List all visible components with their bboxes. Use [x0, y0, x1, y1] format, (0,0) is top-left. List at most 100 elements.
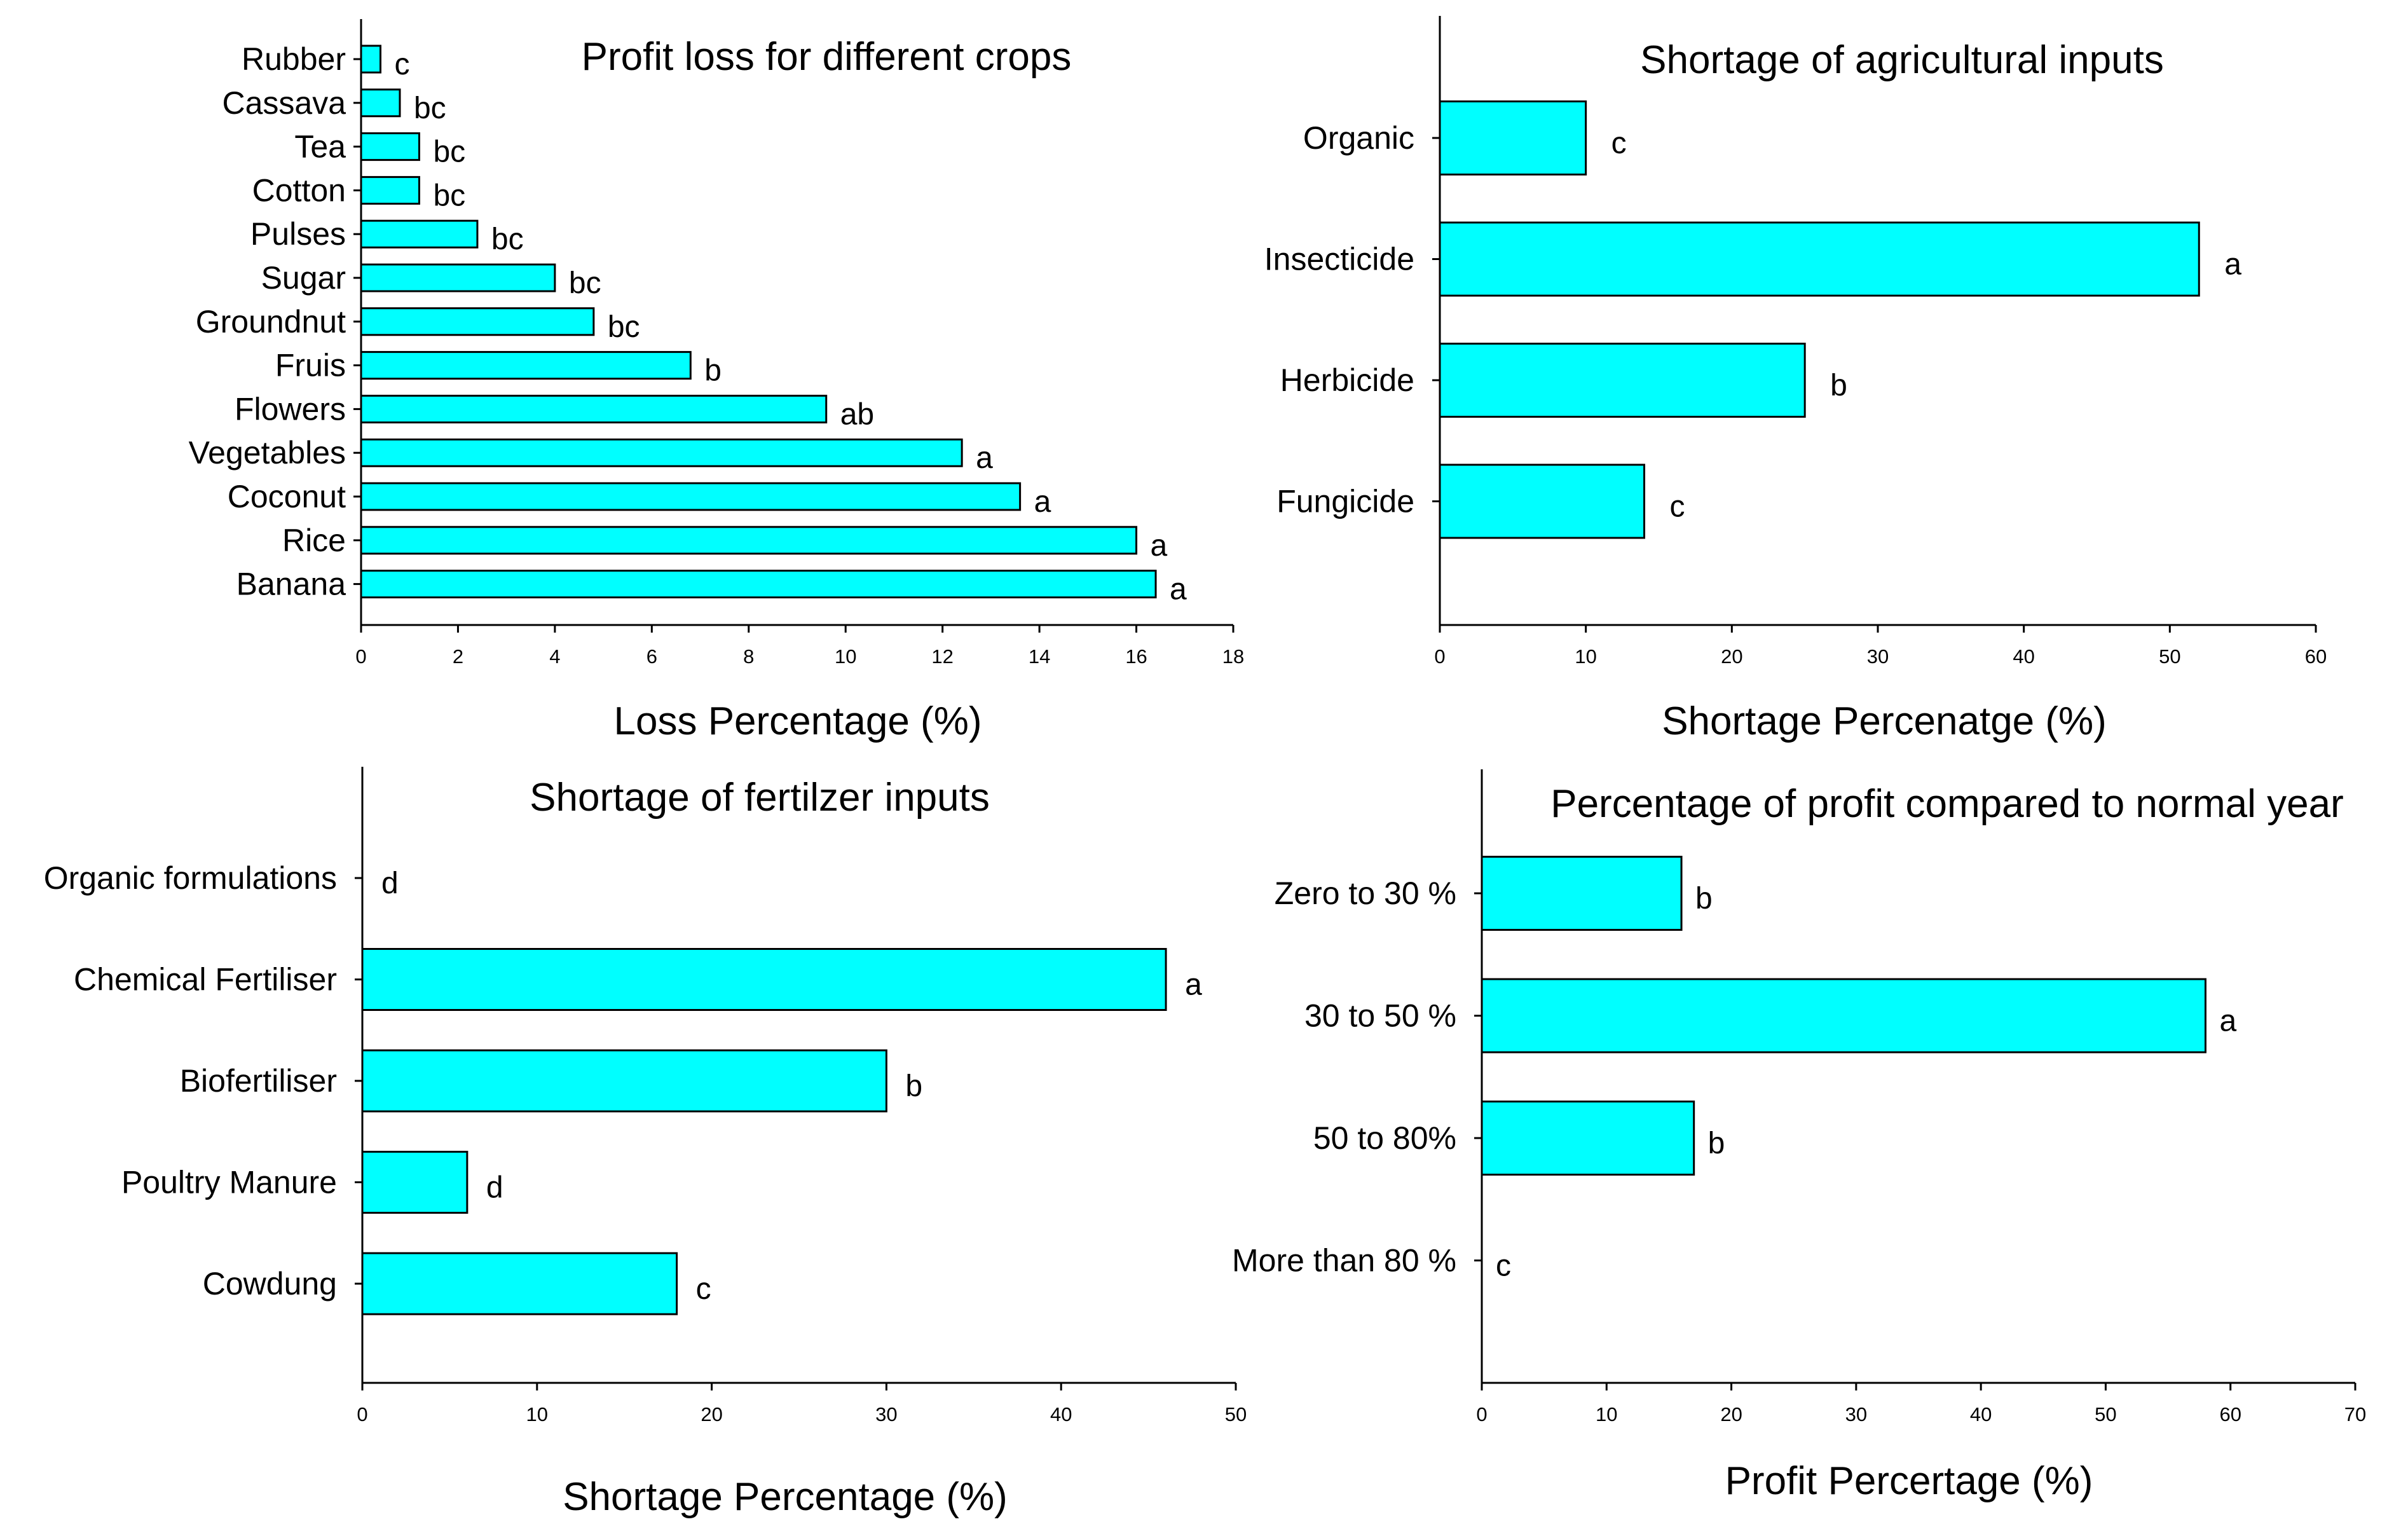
x-tick-label: 50: [2159, 645, 2180, 668]
category-label: Rubber: [242, 41, 346, 77]
bar: [360, 526, 1138, 555]
bar: [360, 45, 381, 74]
category-label: Herbicide: [1280, 362, 1414, 398]
x-tick-label: 50: [2095, 1403, 2116, 1425]
panel-fertilizer-shortage: Shortage of fertilzer inputs Shortage Pe…: [44, 767, 1247, 1519]
x-tick-label: 10: [1596, 1403, 1617, 1425]
bar: [360, 88, 401, 118]
significance-letter: b: [905, 1069, 922, 1103]
x-tick-label: 2: [453, 645, 463, 668]
significance-letter: a: [1034, 485, 1051, 519]
x-tick-label: 10: [835, 645, 856, 668]
bar: [360, 570, 1157, 599]
x-tick-label: 60: [2305, 645, 2327, 668]
category-label: Fruis: [275, 348, 346, 383]
category-label: Cotton: [252, 172, 346, 208]
significance-letter: c: [696, 1272, 711, 1306]
significance-letter: c: [1611, 127, 1627, 160]
significance-letter: bc: [414, 92, 446, 125]
category-label: Cassava: [222, 85, 346, 121]
bar: [360, 307, 595, 336]
category-label: Rice: [282, 523, 346, 558]
bar: [360, 351, 692, 380]
significance-letter: b: [1695, 882, 1713, 916]
x-tick-label: 4: [549, 645, 560, 668]
significance-letter: c: [1670, 490, 1685, 524]
x-axis-title: Shortage Percenatge (%): [1662, 699, 2107, 743]
significance-letter: ab: [840, 397, 874, 431]
category-label: Insecticide: [1264, 242, 1414, 277]
x-tick-label: 6: [646, 645, 657, 668]
category-label: Chemical Fertiliser: [74, 962, 337, 998]
x-tick-label: 30: [1867, 645, 1889, 668]
significance-letter: bc: [569, 266, 601, 300]
x-tick-label: 18: [1222, 645, 1244, 668]
significance-letter: a: [2219, 1005, 2236, 1038]
bar: [1439, 463, 1646, 539]
chart-title: Percentage of profit compared to normal …: [1550, 782, 2344, 826]
significance-letter: d: [381, 867, 399, 900]
significance-letter: b: [704, 354, 722, 388]
x-axis-title: Loss Percentage (%): [614, 699, 982, 743]
x-tick-label: 0: [357, 1403, 367, 1425]
bar: [1439, 221, 2200, 297]
significance-letter: bc: [608, 310, 640, 344]
significance-letter: a: [1170, 573, 1187, 607]
category-label: Poultry Manure: [121, 1165, 337, 1200]
x-tick-label: 50: [1225, 1403, 1247, 1425]
category-label: 30 to 50 %: [1304, 998, 1456, 1034]
x-tick-label: 40: [2013, 645, 2034, 668]
category-label: Cowdung: [203, 1266, 337, 1301]
x-tick-label: 12: [931, 645, 953, 668]
category-label: Banana: [236, 566, 346, 602]
bar: [360, 394, 828, 423]
significance-letter: bc: [491, 223, 524, 256]
panel-agri-input-shortage: Shortage of agricultural inputs Shortage…: [1264, 16, 2327, 743]
x-tick-label: 14: [1029, 645, 1050, 668]
x-tick-label: 40: [1970, 1403, 1992, 1425]
category-label: Fungicide: [1276, 484, 1414, 519]
category-label: Organic formulations: [44, 860, 337, 896]
category-label: Coconut: [228, 479, 346, 514]
significance-letter: a: [2224, 248, 2241, 282]
chart-title: Profit loss for different crops: [582, 35, 1072, 79]
bar: [360, 263, 556, 292]
bar: [361, 1252, 678, 1315]
significance-letter: bc: [433, 135, 465, 169]
bar: [360, 132, 420, 161]
x-tick-label: 0: [355, 645, 366, 668]
bar: [1481, 856, 1683, 931]
x-axis-title: Shortage Percentage (%): [563, 1475, 1008, 1519]
bar: [1481, 978, 2206, 1054]
x-tick-label: 0: [1434, 645, 1445, 668]
x-tick-label: 70: [2344, 1403, 2366, 1425]
bar: [361, 948, 1167, 1011]
significance-letter: a: [1151, 529, 1168, 563]
x-tick-label: 30: [875, 1403, 897, 1425]
x-tick-label: 20: [701, 1403, 722, 1425]
x-tick-label: 40: [1050, 1403, 1072, 1425]
significance-letter: b: [1708, 1127, 1725, 1160]
category-label: Zero to 30 %: [1275, 875, 1456, 911]
x-axis-title: Profit Percertage (%): [1725, 1459, 2093, 1503]
category-label: Tea: [294, 129, 346, 165]
category-label: Organic: [1303, 120, 1414, 156]
bar: [361, 1151, 469, 1214]
significance-letter: c: [394, 48, 409, 81]
category-label: Sugar: [261, 260, 346, 296]
significance-letter: bc: [433, 179, 465, 212]
bar: [1439, 100, 1587, 175]
x-tick-label: 0: [1476, 1403, 1487, 1425]
bar: [1481, 1101, 1695, 1176]
bar: [361, 1049, 887, 1113]
x-tick-label: 20: [1720, 1403, 1742, 1425]
chart-title: Shortage of fertilzer inputs: [530, 776, 990, 820]
bar: [360, 482, 1022, 511]
x-tick-label: 8: [743, 645, 754, 668]
x-tick-label: 30: [1845, 1403, 1867, 1425]
bar: [360, 438, 963, 467]
x-tick-label: 10: [526, 1403, 548, 1425]
chart-title: Shortage of agricultural inputs: [1640, 38, 2164, 82]
x-tick-label: 10: [1575, 645, 1596, 668]
